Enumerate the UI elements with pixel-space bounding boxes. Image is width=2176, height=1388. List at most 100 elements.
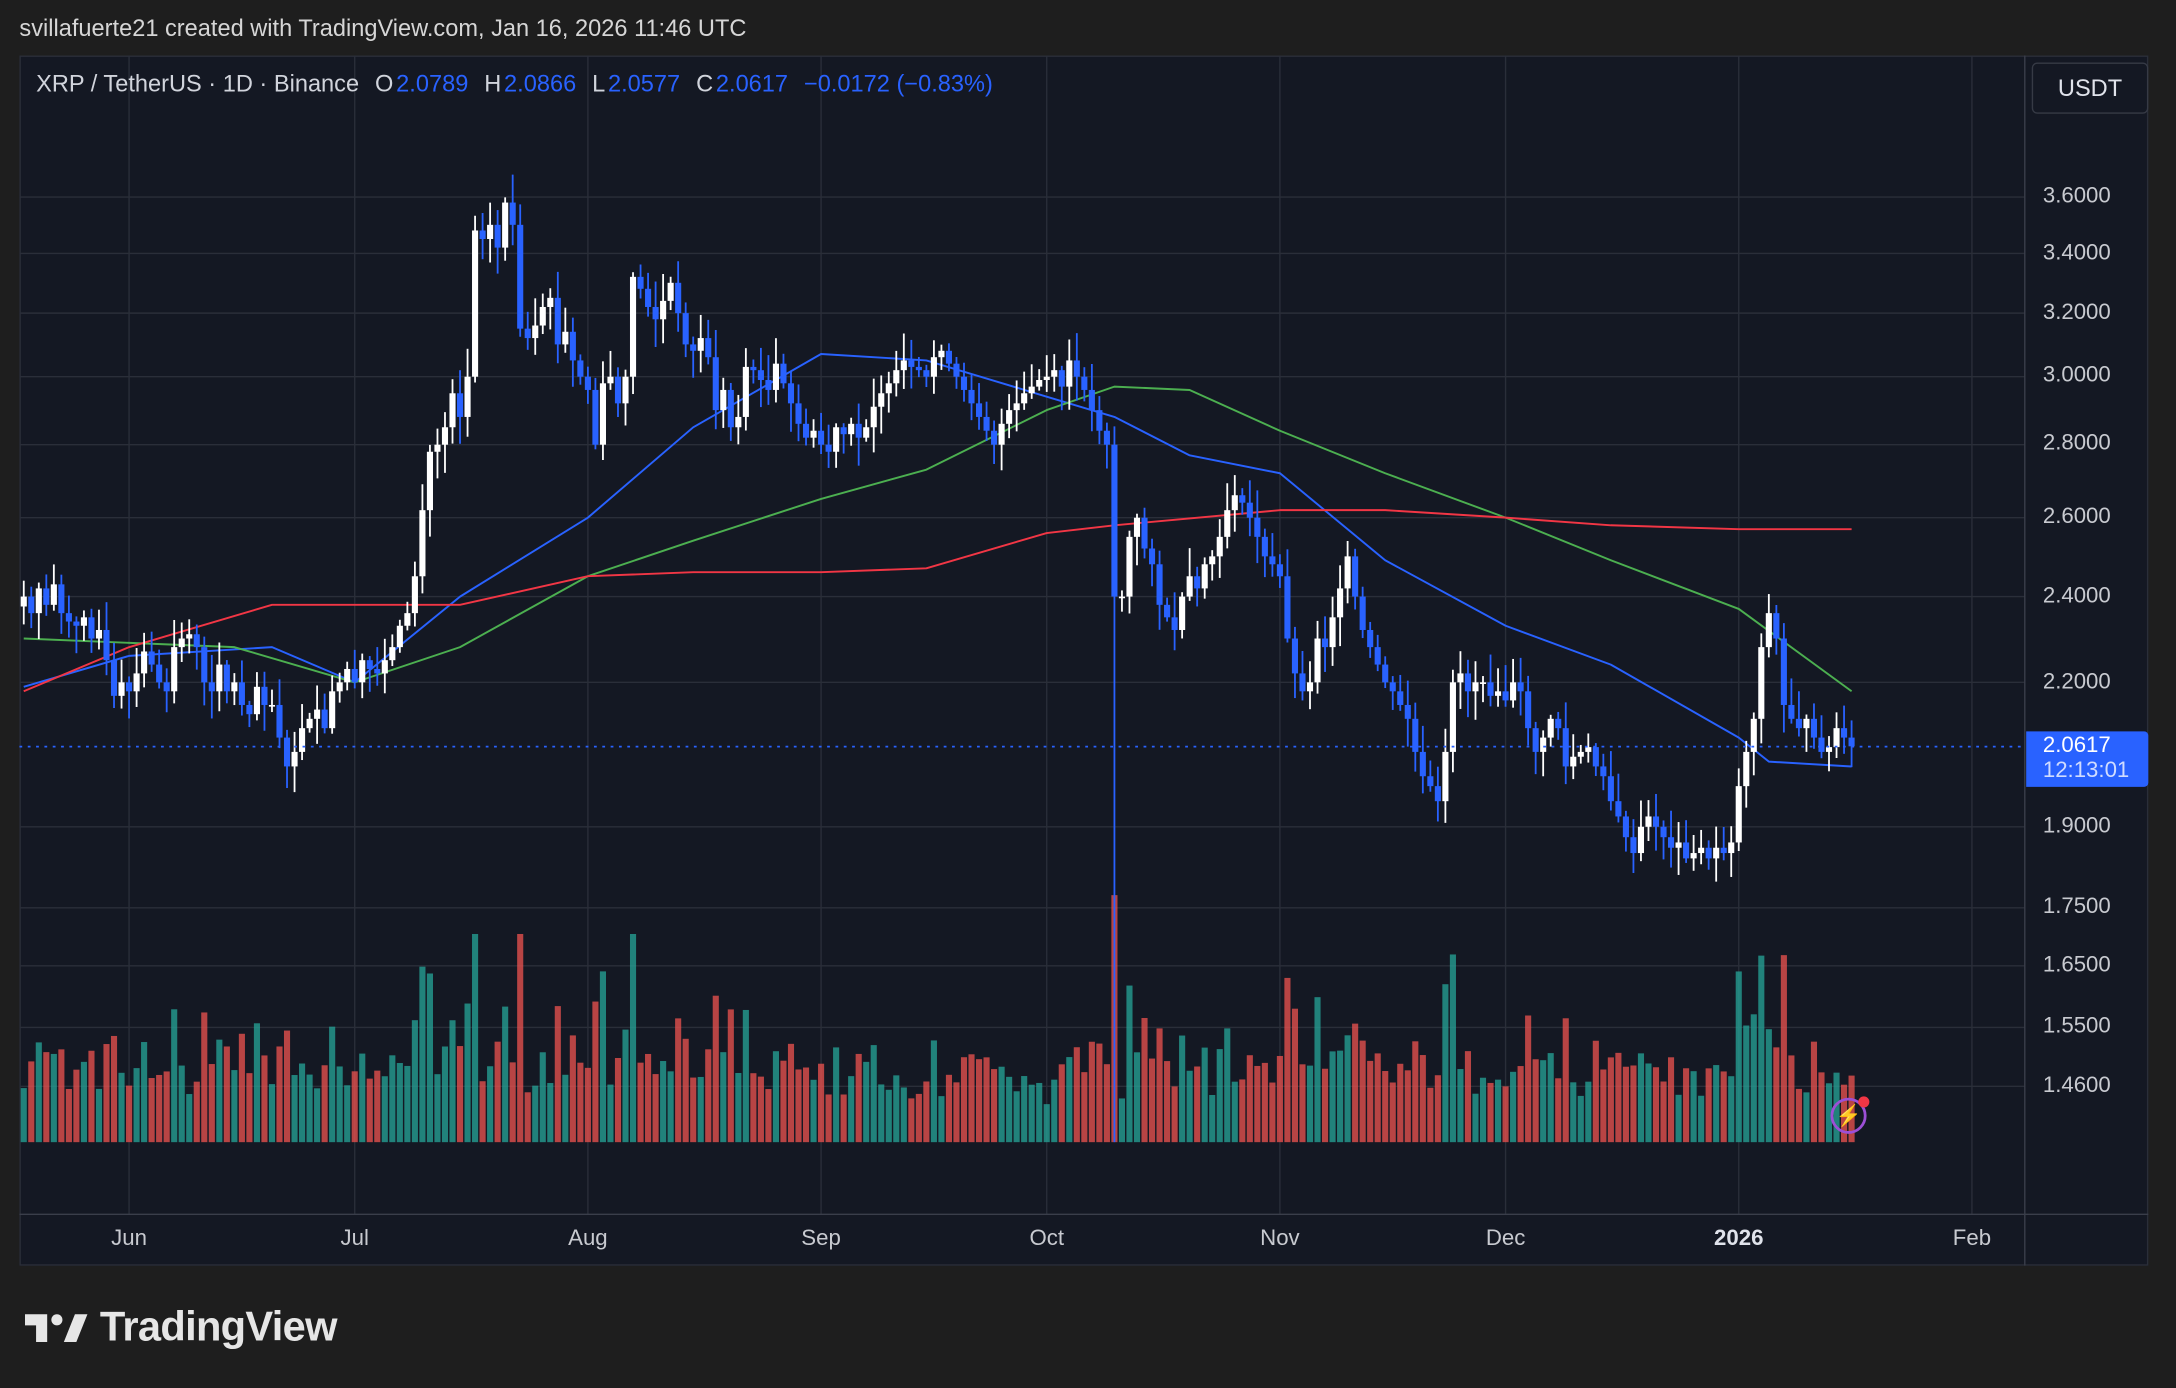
time-tick-label: Jul bbox=[340, 1226, 369, 1251]
volume-bar bbox=[1088, 1041, 1095, 1143]
candle-body bbox=[1374, 647, 1381, 665]
candle-body bbox=[201, 647, 208, 683]
volume-bar bbox=[216, 1039, 223, 1143]
open-value: 2.0789 bbox=[396, 70, 469, 98]
volume-bar bbox=[1118, 1098, 1126, 1143]
candle-body bbox=[238, 682, 245, 705]
price-tick-label: 2.4000 bbox=[2042, 584, 2111, 608]
volume-bar bbox=[28, 1061, 35, 1143]
volume-bar bbox=[1028, 1084, 1035, 1143]
volume-bar bbox=[614, 1058, 622, 1143]
volume-bar bbox=[690, 1077, 697, 1143]
price-tick-label: 1.7500 bbox=[2042, 895, 2111, 919]
volume-bar bbox=[1743, 1025, 1750, 1143]
candle-body bbox=[517, 224, 524, 329]
candle-body bbox=[1352, 556, 1359, 597]
volume-bar bbox=[953, 1082, 960, 1143]
candle-body bbox=[1540, 737, 1547, 752]
time-tick-label: Nov bbox=[1260, 1226, 1300, 1251]
volume-bar bbox=[1675, 1094, 1682, 1143]
volume-bar bbox=[1810, 1041, 1818, 1143]
volume-bar bbox=[1788, 1055, 1795, 1143]
volume-bar bbox=[381, 1076, 388, 1143]
candle-body bbox=[1750, 718, 1757, 752]
close-value: 2.0617 bbox=[715, 70, 789, 98]
candle-body bbox=[1427, 776, 1434, 787]
candle-body bbox=[1487, 682, 1494, 696]
candle-body bbox=[58, 584, 65, 614]
volume-bar bbox=[1600, 1069, 1607, 1143]
volume-bar bbox=[765, 1089, 772, 1143]
candle-body bbox=[1299, 673, 1306, 692]
candle-body bbox=[720, 389, 727, 411]
volume-bar bbox=[825, 1094, 832, 1143]
candle-body bbox=[178, 638, 185, 648]
volume-bar bbox=[607, 1084, 614, 1143]
volume-bar bbox=[1502, 1086, 1509, 1143]
candle-body bbox=[1585, 747, 1592, 752]
candle-body bbox=[1096, 410, 1103, 431]
volume-bar bbox=[88, 1050, 95, 1143]
chart-credit: svillafuerte21 created with TradingView.… bbox=[19, 15, 747, 42]
volume-bar bbox=[464, 1003, 471, 1143]
candle-body bbox=[1577, 751, 1584, 757]
volume-bar bbox=[885, 1089, 892, 1143]
candle-body bbox=[1291, 638, 1299, 674]
volume-bar bbox=[870, 1045, 877, 1143]
low-value: 2.0577 bbox=[608, 70, 681, 98]
volume-bar bbox=[1156, 1028, 1163, 1143]
currency-button[interactable]: USDT bbox=[2031, 62, 2149, 114]
volume-bar bbox=[231, 1070, 238, 1143]
volume-bar bbox=[163, 1071, 170, 1143]
candle-body bbox=[148, 651, 155, 665]
candle-body bbox=[1525, 691, 1532, 729]
candle-body bbox=[366, 660, 373, 669]
candle-body bbox=[1510, 682, 1517, 701]
volume-bar bbox=[276, 1046, 283, 1143]
volume-bar bbox=[1457, 1069, 1464, 1143]
brand-name: TradingView bbox=[99, 1304, 338, 1351]
high-value: 2.0866 bbox=[504, 70, 577, 98]
candle-body bbox=[1261, 536, 1268, 557]
candle-body bbox=[652, 306, 659, 320]
candle-body bbox=[1833, 728, 1840, 748]
candle-body bbox=[1434, 786, 1441, 802]
volume-bar bbox=[1344, 1035, 1351, 1143]
candle-body bbox=[502, 202, 509, 248]
volume-bar bbox=[396, 1063, 403, 1143]
volume-bar bbox=[1585, 1081, 1592, 1143]
volume-bar bbox=[818, 1063, 825, 1143]
price-tick-label: 2.6000 bbox=[2042, 505, 2111, 529]
volume-bar bbox=[705, 1049, 712, 1143]
close-label: C bbox=[696, 70, 714, 98]
volume-bar bbox=[291, 1075, 298, 1143]
volume-bar bbox=[1201, 1047, 1208, 1143]
candle-body bbox=[787, 383, 795, 404]
candle-body bbox=[1103, 430, 1110, 445]
candle-body bbox=[456, 393, 464, 417]
candles bbox=[20, 174, 1855, 1143]
volume-bar bbox=[750, 1073, 757, 1143]
volume-bar bbox=[975, 1059, 983, 1143]
volume-bar bbox=[1683, 1068, 1690, 1143]
candle-body bbox=[73, 621, 80, 626]
volume-bar bbox=[960, 1057, 968, 1143]
candle-body bbox=[118, 682, 125, 696]
grid-lines bbox=[19, 55, 2025, 1215]
candle-body bbox=[88, 617, 95, 639]
volume-bar bbox=[1186, 1070, 1193, 1143]
volume-bar bbox=[449, 1020, 456, 1143]
volume-bar bbox=[893, 1075, 900, 1143]
volume-bar bbox=[1058, 1064, 1065, 1143]
volume-bar bbox=[757, 1076, 764, 1143]
lightning-icon[interactable]: ⚡ bbox=[1830, 1096, 1870, 1134]
candle-body bbox=[750, 366, 757, 371]
volume-bar bbox=[1698, 1095, 1705, 1143]
symbol-title[interactable]: XRP / TetherUS · 1D · Binance bbox=[36, 70, 360, 98]
candle-body bbox=[599, 383, 606, 445]
candle-body bbox=[675, 282, 682, 314]
candle-body bbox=[141, 651, 148, 674]
candle-body bbox=[607, 376, 614, 384]
volume-bar bbox=[622, 1029, 629, 1143]
